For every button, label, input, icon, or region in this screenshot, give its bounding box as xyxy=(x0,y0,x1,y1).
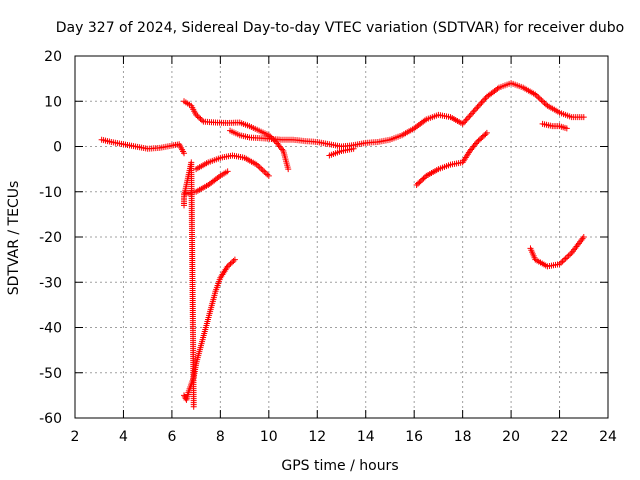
y-tick-label: 20 xyxy=(44,49,62,65)
data-point xyxy=(479,133,486,140)
x-tick-label: 6 xyxy=(167,429,176,445)
data-point xyxy=(414,180,421,187)
y-tick-label: -10 xyxy=(39,185,62,201)
data-point xyxy=(416,179,423,186)
data-point xyxy=(224,168,231,175)
data-point xyxy=(417,178,424,185)
series-track-4 xyxy=(326,145,357,159)
y-tick-label: -50 xyxy=(39,366,62,382)
data-point xyxy=(483,129,490,136)
x-tick-label: 22 xyxy=(551,429,569,445)
x-tick-label: 20 xyxy=(502,429,520,445)
y-tick-label: -30 xyxy=(39,275,62,291)
x-tick-label: 8 xyxy=(216,429,225,445)
series-track-11 xyxy=(527,234,587,270)
y-tick-labels: -60 -50 -40 -30 -20 -10 0 10 20 xyxy=(39,49,62,427)
data-point xyxy=(478,135,485,142)
data-point xyxy=(265,172,272,179)
data-point xyxy=(481,132,488,139)
data-point xyxy=(193,111,200,118)
data-points xyxy=(98,80,587,410)
data-point xyxy=(350,145,357,152)
x-tick-label: 4 xyxy=(119,429,128,445)
x-tick-label: 10 xyxy=(260,429,278,445)
y-tick-label: 0 xyxy=(53,140,62,156)
data-point xyxy=(196,114,203,121)
x-tick-label: 18 xyxy=(454,429,472,445)
data-point xyxy=(181,150,188,157)
data-point xyxy=(197,115,204,122)
data-point xyxy=(420,175,427,182)
x-tick-label: 24 xyxy=(599,429,617,445)
data-point xyxy=(476,136,483,143)
data-point xyxy=(482,131,489,138)
series-track-3 xyxy=(227,80,587,150)
series-track-5 xyxy=(539,120,570,132)
data-point xyxy=(224,263,231,270)
data-point xyxy=(227,260,234,267)
y-tick-label: -60 xyxy=(39,411,62,427)
series-track-6 xyxy=(193,152,272,179)
y-axis-label: SDTVAR / TECUs xyxy=(6,181,22,296)
x-tick-label: 2 xyxy=(71,429,80,445)
data-point xyxy=(580,114,587,121)
series-track-2 xyxy=(181,98,292,173)
data-point xyxy=(226,262,233,269)
data-point xyxy=(265,132,272,139)
x-tick-label: 12 xyxy=(308,429,326,445)
data-point xyxy=(580,234,587,240)
series-track-1 xyxy=(98,136,188,157)
y-tick-label: -40 xyxy=(39,321,62,337)
axis-ticks xyxy=(74,55,609,419)
y-tick-label: -20 xyxy=(39,230,62,246)
x-tick-label: 16 xyxy=(405,429,423,445)
series-track-9 xyxy=(181,256,238,403)
y-tick-label: 10 xyxy=(44,94,62,110)
data-point xyxy=(194,113,201,120)
data-point xyxy=(413,181,420,188)
series-track-10 xyxy=(413,129,490,188)
chart-title: Day 327 of 2024, Sidereal Day-to-day VTE… xyxy=(56,20,624,36)
data-point xyxy=(190,403,197,410)
data-point xyxy=(285,166,292,173)
series-track-8 xyxy=(181,159,197,410)
data-point xyxy=(421,174,428,181)
x-axis-label: GPS time / hours xyxy=(281,458,398,474)
data-point xyxy=(228,259,235,266)
x-tick-label: 14 xyxy=(357,429,375,445)
data-point xyxy=(231,256,238,263)
data-point xyxy=(198,117,205,124)
data-point xyxy=(474,138,481,145)
data-point xyxy=(230,257,237,264)
data-point xyxy=(475,137,482,144)
data-point xyxy=(419,176,426,183)
x-tick-labels: 2 4 6 8 10 12 14 16 18 20 22 24 xyxy=(71,429,617,445)
data-point xyxy=(563,125,570,132)
